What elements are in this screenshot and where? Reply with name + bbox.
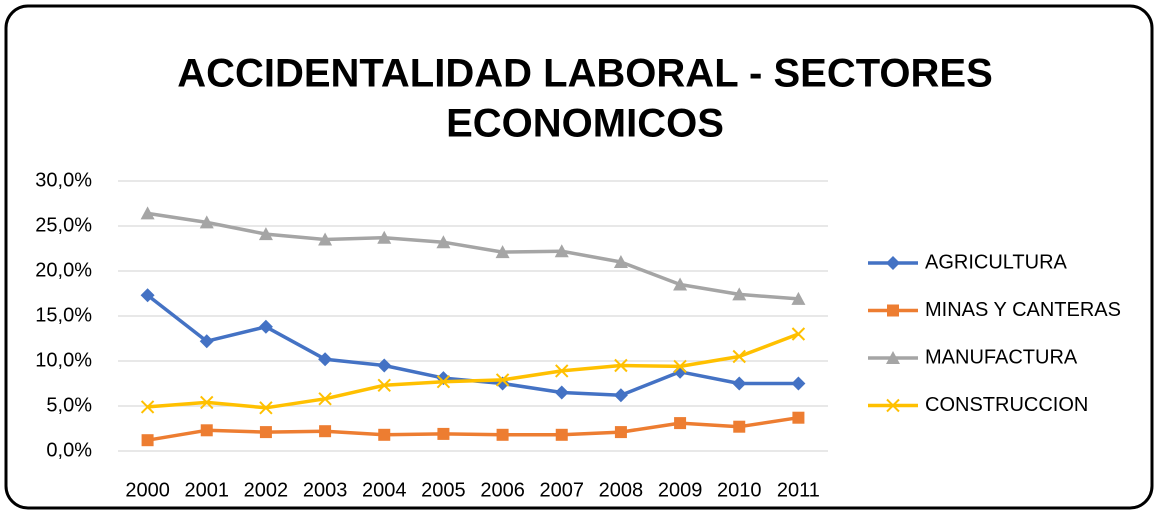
marker (258, 227, 273, 241)
x-tick-label: 2007 (540, 479, 585, 501)
x-tick-label: 2004 (362, 479, 407, 501)
marker (436, 235, 451, 249)
marker (318, 352, 333, 367)
series-line (147, 415, 799, 442)
marker (495, 245, 510, 259)
series-line (147, 211, 799, 301)
marker (377, 230, 392, 244)
marker (614, 426, 627, 439)
marker (259, 401, 273, 415)
marker (673, 359, 687, 374)
x-tick-label: 2011 (777, 479, 820, 501)
marker (555, 428, 568, 441)
marker (141, 434, 154, 447)
legend-marker (886, 351, 900, 364)
legend-label: MANUFACTURA (925, 346, 1078, 368)
marker (377, 378, 391, 393)
legend-label: AGRICULTURA (925, 251, 1068, 273)
marker (732, 349, 746, 364)
x-tick-label: 2002 (244, 479, 289, 501)
y-tick-label: 10,0% (35, 349, 92, 371)
marker (673, 364, 688, 379)
marker (378, 428, 391, 441)
x-tick-label: 2010 (717, 479, 762, 501)
x-tick-label: 2005 (421, 479, 466, 501)
marker (613, 255, 628, 268)
marker (554, 244, 569, 258)
marker (614, 358, 628, 373)
marker (555, 364, 569, 378)
chart-frame (4, 4, 1154, 510)
marker (200, 395, 214, 410)
y-tick-label: 5,0% (46, 394, 92, 416)
marker (140, 288, 155, 303)
marker (554, 385, 569, 400)
marker (495, 373, 510, 387)
legend-marker (886, 398, 900, 413)
marker (436, 374, 451, 389)
marker (792, 411, 805, 424)
x-tick-label: 2009 (658, 479, 703, 501)
legend-label: CONSTRUCCION (925, 394, 1088, 416)
x-tick-label: 2001 (185, 479, 230, 501)
marker (437, 427, 450, 440)
marker (674, 417, 687, 430)
x-tick-label: 2000 (125, 479, 170, 501)
marker (200, 424, 213, 437)
marker (199, 334, 214, 349)
marker (199, 215, 214, 229)
marker (318, 232, 333, 246)
marker (732, 376, 747, 391)
marker (140, 206, 155, 220)
marker (673, 277, 688, 291)
marker (258, 319, 273, 334)
marker (613, 388, 628, 403)
marker (318, 392, 332, 406)
marker (140, 400, 155, 414)
marker (259, 426, 272, 439)
chart-title: ACCIDENTALIDAD LABORAL - SECTORES (177, 52, 993, 96)
marker (791, 327, 806, 341)
y-tick-label: 30,0% (35, 169, 92, 191)
legend-label: MINAS Y CANTERAS (925, 299, 1121, 321)
marker (319, 425, 332, 438)
marker (377, 358, 392, 373)
series-line (147, 332, 800, 410)
y-tick-label: 25,0% (35, 214, 92, 236)
x-tick-label: 2008 (599, 479, 644, 501)
marker (791, 291, 806, 305)
legend-marker (887, 304, 899, 317)
legend-marker (886, 256, 900, 270)
y-tick-label: 20,0% (35, 259, 92, 281)
marker (496, 428, 509, 441)
marker (732, 287, 747, 301)
marker (733, 420, 746, 433)
chart-title: ECONOMICOS (446, 102, 724, 146)
y-tick-label: 15,0% (35, 304, 92, 326)
y-tick-label: 0,0% (46, 439, 92, 461)
x-tick-label: 2003 (303, 479, 348, 501)
x-tick-label: 2006 (480, 479, 525, 501)
marker (791, 376, 806, 391)
